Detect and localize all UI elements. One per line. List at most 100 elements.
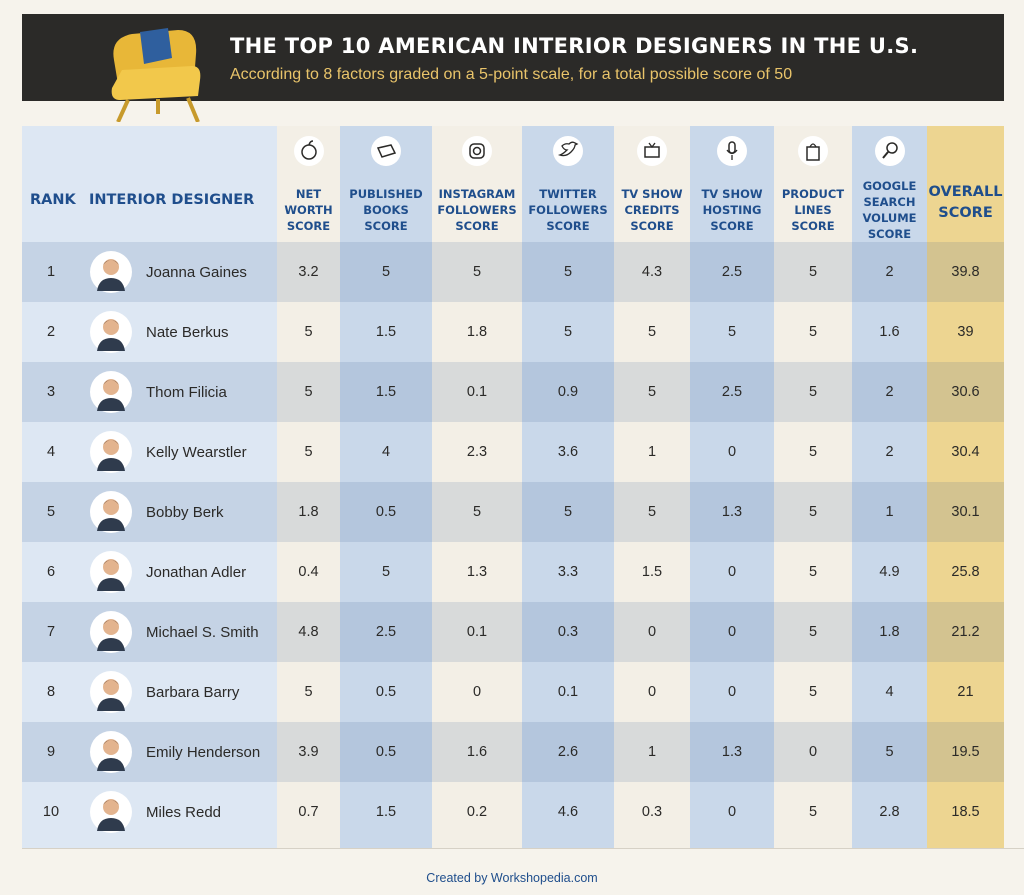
score-cell: 5	[647, 384, 657, 400]
score-cell: 0	[647, 684, 657, 700]
score-cell: 5	[563, 264, 573, 280]
overall-score-cell: 39	[957, 324, 974, 340]
score-cell: 0	[647, 624, 657, 640]
score-cell: 5	[381, 564, 391, 580]
designer-cell: Michael S. Smith	[80, 602, 280, 662]
title-banner: THE TOP 10 AMERICAN INTERIOR DESIGNERS I…	[22, 14, 1004, 122]
score-cell: 2.5	[721, 264, 743, 280]
factor-header-label: PUBLISHED BOOKS SCORE	[349, 187, 423, 233]
score-cell: 3.6	[557, 444, 579, 460]
designer-cell: Thom Filicia	[80, 362, 280, 422]
score-cell: 0.3	[641, 804, 663, 820]
designer-score-table: RANK INTERIOR DESIGNER NET WORTH SCORE PUBLIS…	[22, 126, 1024, 849]
score-cell: 1.3	[721, 504, 743, 520]
score-cell: 0.1	[466, 624, 488, 640]
score-cell: 1.3	[721, 744, 743, 760]
score-cell: 5	[808, 564, 818, 580]
score-cell: 1.8	[298, 504, 319, 520]
score-cell: 5	[304, 384, 313, 400]
score-cell: 4	[885, 684, 894, 700]
score-cell: 0.3	[557, 624, 579, 640]
avatar	[90, 251, 132, 293]
designer-cell: Bobby Berk	[80, 482, 280, 542]
score-cell: 2.3	[466, 444, 488, 460]
score-cell: 1.5	[375, 804, 397, 820]
rank-cell: 2	[46, 324, 56, 340]
score-cell: 0	[727, 444, 737, 460]
designer-cell: Kelly Wearstler	[80, 422, 280, 482]
avatar	[90, 611, 132, 653]
rank-cell: 3	[46, 384, 56, 400]
score-cell: 2.8	[879, 804, 900, 820]
score-cell: 0.5	[375, 684, 397, 700]
rank-cell: 5	[46, 504, 56, 520]
factor-column-bg	[774, 126, 852, 848]
designer-name: Joanna Gaines	[146, 263, 247, 281]
row-band	[22, 482, 1004, 542]
score-cell: 5	[808, 684, 818, 700]
factor-header: PRODUCT LINES SCORE	[774, 126, 852, 242]
designer-name: Emily Henderson	[146, 743, 261, 761]
factor-column-bg	[690, 126, 774, 848]
overall-score-cell: 19.5	[951, 744, 980, 760]
score-cell: 1.8	[879, 624, 900, 640]
score-cell: 0.5	[375, 504, 397, 520]
designer-cell: Barbara Barry	[80, 662, 280, 722]
score-cell: 0	[808, 744, 818, 760]
row-band	[22, 722, 1004, 782]
designer-name: Miles Redd	[146, 803, 222, 821]
overall-score-cell: 30.6	[951, 384, 980, 400]
designer-name: Michael S. Smith	[146, 623, 259, 641]
score-cell: 0.4	[298, 564, 319, 580]
shopping-bag-icon	[798, 136, 828, 166]
score-cell: 5	[808, 444, 818, 460]
score-cell: 2.5	[721, 384, 743, 400]
designer-cell: Nate Berkus	[80, 302, 280, 362]
overall-score-cell: 21.2	[951, 624, 980, 640]
score-cell: 0	[727, 684, 737, 700]
rank-cell: 10	[42, 804, 60, 820]
factor-header: TWITTER FOLLOWERS SCORE	[522, 126, 614, 242]
avatar	[90, 371, 132, 413]
score-cell: 5	[304, 684, 313, 700]
score-cell: 5	[472, 504, 482, 520]
factor-header: INSTAGRAM FOLLOWERS SCORE	[432, 126, 522, 242]
score-cell: 4.3	[641, 264, 663, 280]
score-cell: 0	[727, 624, 737, 640]
score-cell: 4.8	[298, 624, 319, 640]
rank-cell: 8	[46, 684, 56, 700]
score-cell: 2.6	[557, 744, 579, 760]
designer-name: Jonathan Adler	[146, 563, 247, 581]
magnifier-icon	[874, 136, 905, 166]
credit-text: Created by Workshopedia.com	[426, 871, 598, 885]
overall-header-label: OVERALL SCORE	[928, 184, 1003, 221]
score-cell: 5	[472, 264, 482, 280]
score-cell: 1.6	[879, 324, 900, 340]
factor-header: PUBLISHED BOOKS SCORE	[340, 126, 432, 242]
rank-header: RANK	[30, 192, 76, 208]
score-cell: 5	[885, 744, 894, 760]
score-cell: 1.8	[466, 324, 488, 340]
designer-name: Nate Berkus	[146, 323, 229, 341]
score-cell: 0.5	[375, 744, 397, 760]
score-cell: 5	[647, 324, 657, 340]
book-icon	[371, 136, 401, 166]
score-cell: 0.2	[466, 804, 488, 820]
score-cell: 1	[647, 444, 657, 460]
score-cell: 5	[563, 324, 573, 340]
factor-header-label: INSTAGRAM FOLLOWERS SCORE	[437, 187, 517, 233]
score-cell: 4	[381, 444, 391, 460]
score-cell: 0.1	[466, 384, 488, 400]
score-cell: 5	[808, 264, 818, 280]
score-cell: 1	[647, 744, 657, 760]
designer-column-bg	[22, 126, 277, 848]
overall-score-cell: 30.1	[951, 504, 980, 520]
overall-column-bg	[927, 126, 1004, 848]
rank-cell: 4	[46, 444, 56, 460]
avatar	[90, 431, 132, 473]
rank-cell: 7	[46, 624, 56, 640]
factor-column-bg	[522, 126, 614, 848]
score-cell: 5	[808, 384, 818, 400]
designer-header: INTERIOR DESIGNER	[89, 192, 255, 208]
row-band	[22, 602, 1004, 662]
